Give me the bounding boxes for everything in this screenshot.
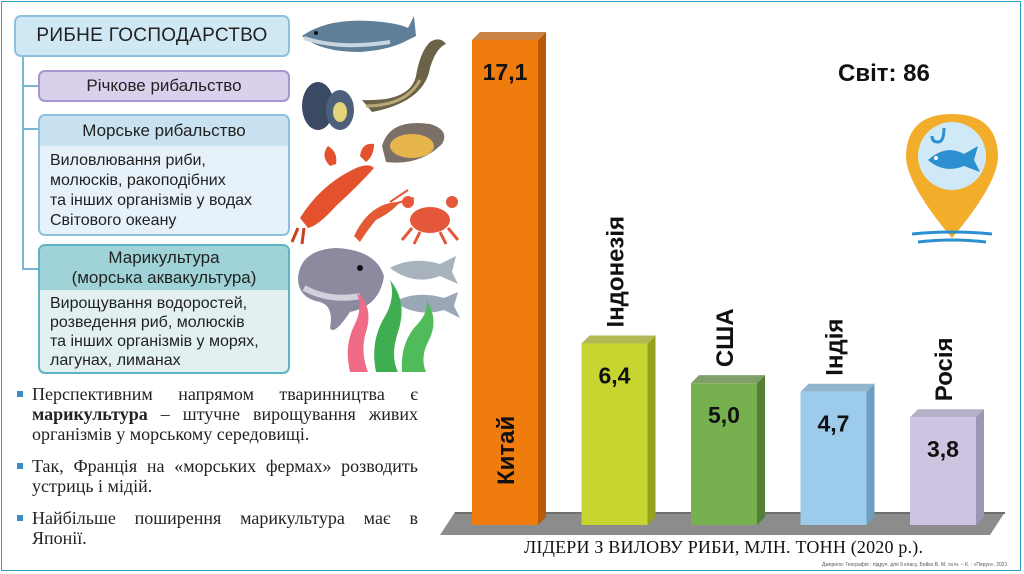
bar-value-label: 17,1 [483,59,528,85]
sea-text-line: Виловлювання риби, [50,152,206,169]
oyster-icon [382,122,445,163]
bar-side-3 [757,375,765,525]
bar-top-4 [800,383,875,392]
bar-category-label: Індія [822,319,849,376]
bullet-list: Перспективним напрямом тваринництва є ма… [16,384,418,560]
bar-side-5 [976,409,984,525]
bullet-item: Найбільше поширення марикультура має в Я… [16,508,418,548]
bar-2 [581,343,648,525]
bullet-item: Перспективним напрямом тваринництва є ма… [16,384,418,444]
sea-creatures-illustration [290,16,460,372]
bar-category-label: Китай [493,416,520,485]
tuna-fish-icon [302,16,416,52]
mari-text-line: розведення риб, молюсків [50,314,245,331]
bar-5 [910,417,976,525]
bar-category-label: Індонезія [603,216,630,328]
sea-text-line: та інших організмів у водах [50,192,253,209]
bar-top-2 [581,335,656,344]
sea-fishing-text: Виловлювання риби, молюсків, ракоподібни… [40,146,288,236]
crab-icon [400,196,460,245]
scheme-connector [22,268,38,270]
scheme-title: РИБНЕ ГОСПОДАРСТВО [14,15,290,57]
bar-side-1 [538,32,546,525]
sea-text-line: молюсків, ракоподібних [50,172,226,189]
bar-category-label: Росія [931,337,958,401]
bar-side-4 [866,383,875,525]
bullet-text: Перспективним напрямом тваринництва є [32,384,418,404]
mari-text-line: лагунах, лиманах [50,352,181,369]
bar-top-1 [472,32,546,40]
chart-title: ЛІДЕРИ З ВИЛОВУ РИБИ, МЛН. ТОНН (2020 р.… [524,537,924,557]
scheme-connector [22,85,38,87]
bar-4 [800,391,867,525]
mariculture-title-line: (морська аквакультура) [71,268,257,287]
bar-value-label: 4,7 [818,411,850,437]
scheme-river-fishing: Річкове рибальство [38,70,290,102]
sea-text-line: Світового океану [50,212,177,229]
world-total: Світ: 86 [838,60,930,87]
salmon-icon [298,248,384,330]
bar-3 [691,383,757,525]
eel-icon [362,39,446,112]
bullet-text: – штучне вирощування живих організмів у … [32,404,418,444]
bar-value-label: 6,4 [599,362,631,388]
map-pin-fish-icon [906,114,998,244]
mariculture-title-line: Марикультура [108,248,220,267]
bar-category-label: США [712,308,739,367]
source-note: Джерело: Географія : підруч. для 9 класу… [822,562,1008,568]
mari-text-line: Вирощування водоростей, [50,295,248,312]
bar-1 [472,40,538,525]
scheme-connector [22,128,38,130]
bar-value-label: 3,8 [927,436,959,462]
scheme-mariculture: Марикультура (морська аквакультура) Виро… [38,244,290,374]
scheme-connector [22,57,24,269]
bar-value-label: 5,0 [708,402,740,428]
mariculture-text: Вирощування водоростей, розведення риб, … [40,290,288,374]
sea-fishing-title: Морське рибальство [40,116,288,146]
mariculture-title: Марикультура (морська аквакультура) [40,246,288,290]
scheme-sea-fishing: Морське рибальство Виловлювання риби, мо… [38,114,290,236]
bar-top-3 [691,375,765,384]
bar-top-5 [910,409,984,418]
bar-side-2 [647,335,656,525]
seaweed-icon [347,280,434,372]
bullet-bold-term: марикультура [32,404,148,424]
mari-text-line: та інших організмів у морях, [50,333,259,350]
fish-catch-bar-chart: 17,1 Китай 6,4 Індонезія 5,0 США 4,7 Індія 3,8 Ро… [440,32,1005,535]
lobster-icon [290,143,374,245]
mussel-icon [302,82,354,130]
bullet-item: Так, Франція на «морських фермах» розвод… [16,456,418,496]
